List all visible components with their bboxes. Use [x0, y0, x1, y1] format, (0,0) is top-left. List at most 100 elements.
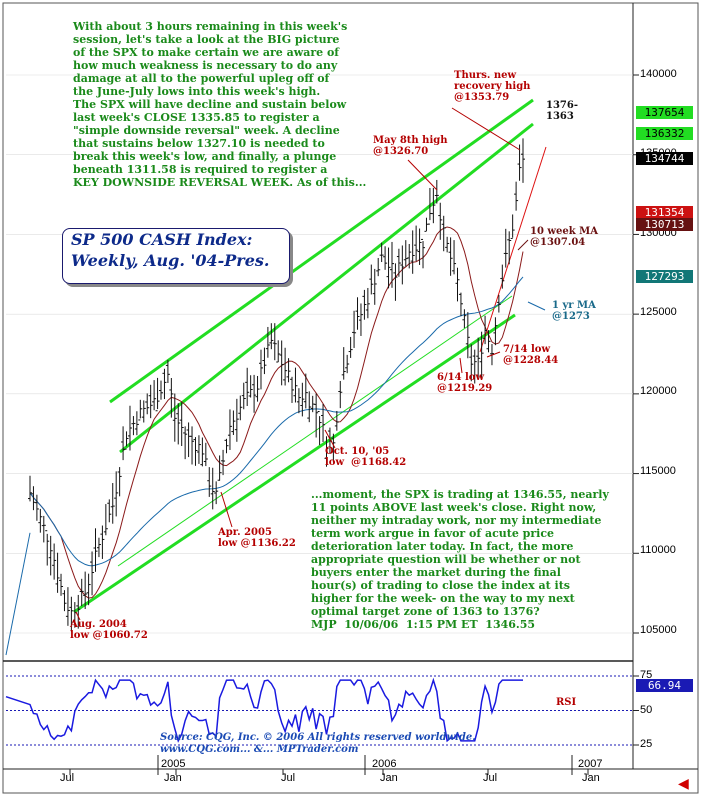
price-bar [159, 380, 164, 400]
price-bar [324, 436, 329, 467]
price-bar [521, 138, 525, 183]
price-bar [396, 248, 401, 277]
price-bar [100, 525, 105, 559]
price-bar [417, 228, 422, 265]
price-bar [183, 426, 188, 460]
y-tick-label: 125000 [640, 306, 677, 318]
price-bar [41, 515, 46, 543]
price-bar [424, 217, 429, 232]
price-bar [162, 368, 167, 400]
price-bar [45, 530, 50, 566]
rsi-level-label: 25 [640, 738, 653, 750]
price-bar [279, 340, 284, 386]
x-tick-label: Jan [164, 772, 182, 784]
price-bar [334, 410, 339, 431]
price-bar [445, 236, 450, 253]
price-bar [207, 467, 212, 497]
price-bar [265, 326, 270, 358]
price-bar [469, 344, 474, 382]
trend-line-red [479, 146, 547, 353]
price-bar [79, 578, 84, 607]
price-box: 130713 [636, 218, 693, 231]
leader-line [517, 239, 529, 251]
price-bar [503, 228, 508, 268]
price-bar [383, 246, 388, 270]
price-bar [476, 337, 481, 378]
price-bar [193, 437, 198, 466]
rsi-line [5, 677, 523, 743]
price-bar [103, 504, 108, 536]
price-bar [252, 374, 257, 413]
price-bar [300, 382, 305, 417]
price-bar [355, 297, 360, 330]
annotation-jun-low: 6/14 low @1219.29 [437, 372, 493, 394]
price-bar [362, 289, 367, 320]
ma-1-year-line [29, 276, 524, 567]
price-bar [421, 238, 426, 269]
price-bar [272, 323, 277, 361]
price-bar [59, 573, 64, 596]
price-bar [258, 349, 263, 390]
price-bar [307, 391, 312, 423]
price-bar [290, 376, 295, 403]
scroll-left-arrow-icon[interactable]: ◀ [678, 776, 689, 792]
price-bar [441, 215, 446, 252]
x-tick-label: 2007 [578, 758, 603, 770]
price-bar [165, 359, 170, 384]
x-tick-label: 2005 [161, 758, 186, 770]
price-bar [358, 303, 363, 336]
price-bar [217, 455, 222, 481]
price-bar [110, 483, 115, 524]
price-bar [34, 494, 39, 521]
price-bar [93, 528, 98, 572]
price-bar [465, 312, 470, 359]
price-bar [52, 543, 57, 580]
price-bar [479, 331, 484, 379]
price-bar [221, 449, 226, 476]
price-box: 136332 [636, 127, 693, 140]
price-bar [138, 399, 143, 421]
price-bar [114, 471, 119, 517]
price-bar [303, 373, 308, 409]
price-bar [486, 330, 491, 353]
price-bar [458, 292, 463, 317]
ma-1-year-line-start [5, 532, 31, 656]
rsi-label: RSI [556, 697, 577, 708]
leader-line [324, 429, 336, 449]
price-bar [434, 179, 439, 204]
price-bar [210, 467, 215, 510]
price-box: 131354 [636, 206, 693, 219]
price-box: 127293 [636, 270, 693, 283]
price-bar [379, 242, 384, 263]
rsi-value-box: 66.94 [636, 679, 693, 692]
channel-lines [73, 98, 547, 614]
x-tick-label: Jul [281, 772, 296, 784]
price-bar [238, 395, 243, 421]
price-bar [321, 403, 326, 443]
price-bar [472, 349, 477, 384]
price-bar [196, 435, 201, 464]
price-bar [517, 144, 522, 181]
price-bar [348, 336, 353, 358]
price-bar [176, 403, 181, 445]
commentary-bottom: ...moment, the SPX is trading at 1346.55… [311, 488, 609, 631]
price-bar [48, 535, 53, 576]
chart-title-box: SP 500 CASH Index: Weekly, Aug. '04-Pres… [62, 228, 290, 284]
price-bar [38, 508, 43, 533]
price-bar [431, 187, 436, 224]
price-bar [127, 405, 132, 451]
leader-line [451, 107, 521, 151]
price-box: 134744 [636, 152, 693, 165]
price-bar [28, 475, 32, 502]
price-bar [90, 551, 95, 596]
price-bar [76, 594, 81, 629]
price-box: 137654 [636, 106, 693, 119]
price-bars [28, 138, 525, 632]
price-bar [369, 264, 374, 295]
rsi-panel [5, 675, 639, 746]
channel-upper-outer [109, 98, 534, 404]
y-tick-label: 115000 [640, 465, 676, 477]
price-bar [121, 426, 126, 461]
price-bar [69, 596, 74, 632]
